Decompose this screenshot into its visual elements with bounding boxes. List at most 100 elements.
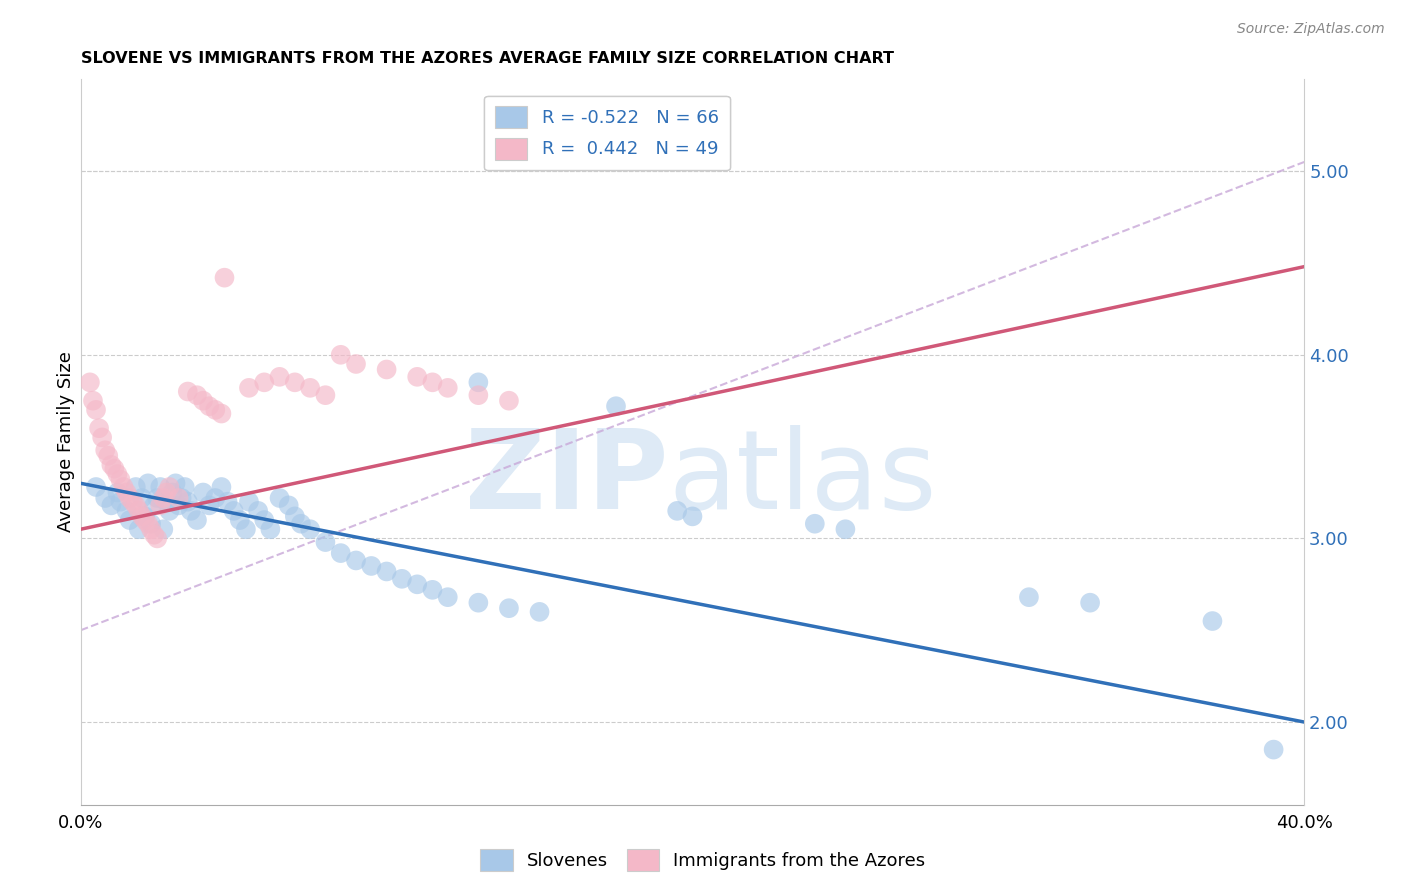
Point [110,494,132,508]
Point [198,399,221,413]
Text: atlas: atlas [668,425,936,532]
Point [422,582,444,597]
Point [360,558,382,573]
Point [198,499,221,513]
Point [344,357,367,371]
Point [152,491,174,505]
Point [269,491,291,505]
Text: ZIP: ZIP [464,425,668,532]
Point [235,522,257,536]
Point [314,535,336,549]
Point [136,516,159,531]
Point [247,504,270,518]
Point [209,407,232,421]
Y-axis label: Average Family Size: Average Family Size [58,351,75,533]
Point [152,522,174,536]
Point [131,491,153,505]
Point [155,485,177,500]
Point [84,403,107,417]
Point [173,480,195,494]
Point [134,509,156,524]
Point [436,590,458,604]
Point [91,430,114,444]
Point [128,504,150,518]
Point [253,513,276,527]
Point [149,499,172,513]
Point [177,384,200,399]
Point [177,494,200,508]
Point [498,601,520,615]
Point [149,480,172,494]
Point [259,522,281,536]
Point [100,499,122,513]
Point [115,485,138,500]
Point [79,376,101,390]
Point [162,485,184,500]
Point [204,491,226,505]
Point [191,485,214,500]
Point [165,476,187,491]
Point [143,499,166,513]
Point [131,509,153,524]
Point [406,369,429,384]
Point [94,443,117,458]
Point [238,381,260,395]
Point [180,504,202,518]
Point [209,480,232,494]
Point [214,270,236,285]
Point [314,388,336,402]
Point [804,516,827,531]
Point [222,504,245,518]
Point [329,546,352,560]
Point [118,513,141,527]
Point [375,565,398,579]
Point [299,381,322,395]
Point [110,473,132,487]
Point [605,399,627,413]
Point [375,362,398,376]
Point [238,494,260,508]
Point [1201,614,1223,628]
Point [128,522,150,536]
Legend: Slovenes, Immigrants from the Azores: Slovenes, Immigrants from the Azores [474,842,932,879]
Point [139,522,162,536]
Point [204,403,226,417]
Point [406,577,429,591]
Point [217,494,239,508]
Text: Source: ZipAtlas.com: Source: ZipAtlas.com [1237,22,1385,37]
Point [97,449,120,463]
Point [155,494,177,508]
Point [1263,742,1285,756]
Point [834,522,856,536]
Point [467,388,489,402]
Point [436,381,458,395]
Point [299,522,322,536]
Point [284,376,307,390]
Point [100,458,122,472]
Point [84,480,107,494]
Point [498,393,520,408]
Point [167,499,190,513]
Point [186,388,208,402]
Text: SLOVENE VS IMMIGRANTS FROM THE AZORES AVERAGE FAMILY SIZE CORRELATION CHART: SLOVENE VS IMMIGRANTS FROM THE AZORES AV… [80,51,894,66]
Point [136,476,159,491]
Point [329,348,352,362]
Point [107,485,129,500]
Point [467,596,489,610]
Point [529,605,551,619]
Point [290,516,312,531]
Point [146,491,169,505]
Legend: R = -0.522   N = 66, R =  0.442   N = 49: R = -0.522 N = 66, R = 0.442 N = 49 [484,95,730,170]
Point [666,504,689,518]
Point [253,376,276,390]
Point [143,527,166,541]
Point [284,509,307,524]
Point [1078,596,1101,610]
Point [191,393,214,408]
Point [118,491,141,505]
Point [94,491,117,505]
Point [159,480,181,494]
Point [229,513,252,527]
Point [170,491,193,505]
Point [167,491,190,505]
